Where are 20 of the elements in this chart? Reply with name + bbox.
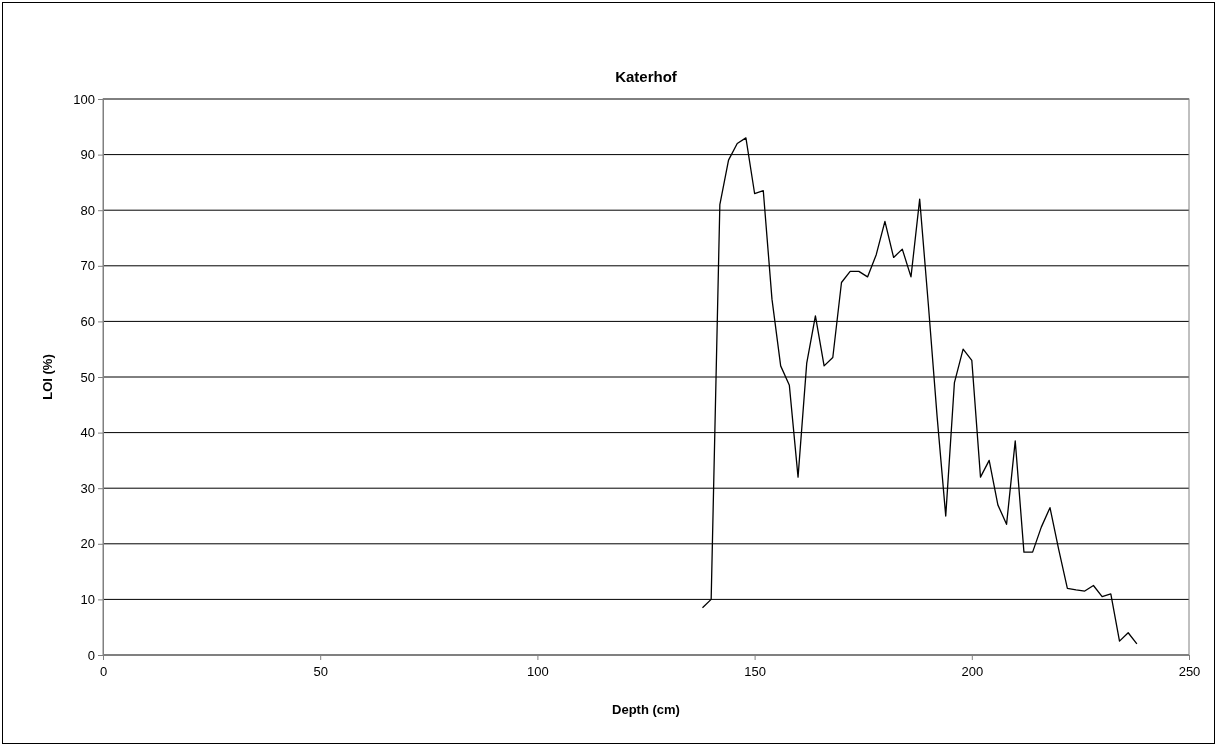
y-tick-label: 70: [80, 258, 95, 274]
y-tick-label: 10: [80, 592, 95, 608]
x-tick-label: 150: [744, 664, 766, 679]
x-tick-label: 0: [99, 664, 108, 679]
y-tick-label: 100: [73, 91, 95, 107]
y-tick-label: 90: [80, 147, 95, 163]
y-tick-label: 80: [80, 202, 95, 218]
y-tick-label: 20: [80, 536, 95, 552]
y-tick-label: 60: [80, 314, 95, 330]
x-tick-label: 50: [313, 664, 328, 679]
y-tick-label: 50: [80, 369, 95, 385]
x-tick-label: 250: [1178, 664, 1201, 679]
chart-title: Katerhof: [615, 68, 678, 85]
y-tick-label: 30: [80, 480, 95, 496]
x-tick-label: 100: [527, 664, 549, 679]
x-axis-title: Depth (cm): [612, 702, 680, 717]
y-axis-title: LOI (%): [40, 354, 55, 400]
y-tick-label: 40: [80, 425, 95, 441]
x-tick-label: 200: [961, 664, 984, 679]
y-tick-label: 0: [87, 647, 95, 663]
